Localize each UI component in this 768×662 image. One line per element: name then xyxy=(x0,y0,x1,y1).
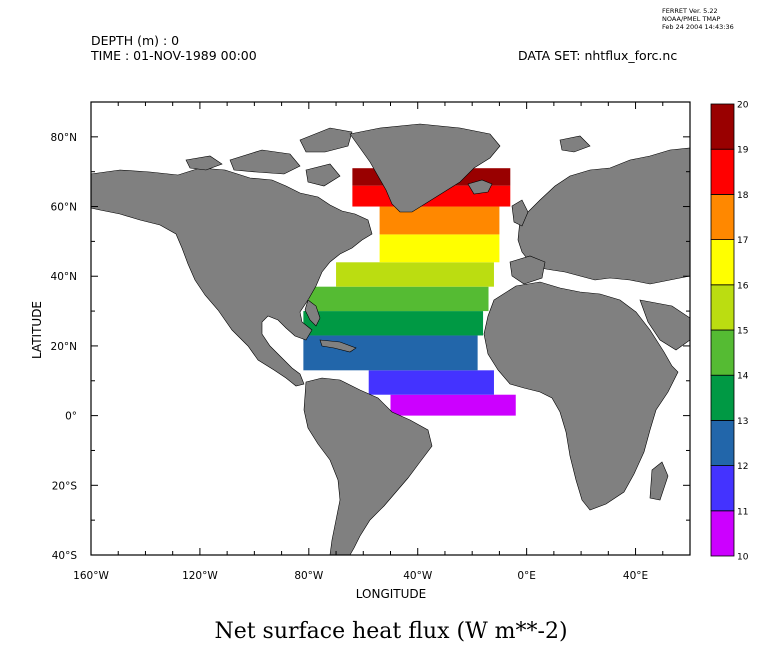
iberia-land xyxy=(509,255,546,285)
colorbar-swatch-4 xyxy=(710,329,735,376)
x-tick-label: 80°W xyxy=(294,570,324,582)
colorbar-swatch-9 xyxy=(710,103,735,150)
ferret-org: NOAA/PMEL TMAP xyxy=(662,15,720,23)
baffin-land xyxy=(305,163,341,187)
x-tick-label: 120°W xyxy=(182,570,218,582)
british-isles-land xyxy=(511,199,529,227)
colorbar-label: 20 xyxy=(737,101,749,111)
iceland-land xyxy=(467,179,493,195)
colorbar-label: 13 xyxy=(737,417,748,427)
colorbar-swatch-7 xyxy=(710,193,735,240)
dataset-label: DATA SET: nhtflux_forc.nc xyxy=(518,48,677,63)
colorbar-label: 16 xyxy=(737,281,749,291)
flux-band-7 xyxy=(379,206,500,235)
ferret-version: FERRET Ver. 5.22 xyxy=(662,7,718,15)
axis-ticks xyxy=(90,101,691,556)
x-tick-label: 40°W xyxy=(403,570,433,582)
y-tick-label: 40°N xyxy=(51,271,77,283)
south-america-land xyxy=(303,377,433,556)
victoria-land xyxy=(185,155,223,171)
depth-label: DEPTH (m) : 0 xyxy=(91,33,179,48)
x-tick-label: 160°W xyxy=(73,570,109,582)
colorbar-label: 15 xyxy=(737,327,748,337)
svalbard-land xyxy=(559,135,591,153)
y-axis-title: LATITUDE xyxy=(30,301,44,359)
ferret-date: Feb 24 2004 14:43:36 xyxy=(662,23,734,31)
y-tick-label: 40°S xyxy=(52,550,78,562)
y-tick-label: 20°N xyxy=(51,341,77,353)
colorbar-label: 18 xyxy=(737,191,749,201)
plot-title: Net surface heat flux (W m**-2) xyxy=(214,619,567,644)
x-tick-labels: 160°W 120°W 80°W 40°W 0°E 40°E xyxy=(73,570,648,582)
y-tick-label: 60°N xyxy=(51,202,77,214)
ellesmere-land xyxy=(299,127,353,153)
cuba-land xyxy=(319,339,357,353)
time-label: TIME : 01-NOV-1989 00:00 xyxy=(90,48,257,63)
colorbar-swatch-5 xyxy=(710,284,735,331)
x-tick-label: 40°E xyxy=(623,570,648,582)
colorbar-labels: 10 11 12 13 14 15 16 17 18 19 20 xyxy=(737,101,749,563)
florida-land xyxy=(304,299,321,327)
colorbar-swatch-3 xyxy=(710,374,735,421)
plot-frame xyxy=(90,101,691,556)
colorbar xyxy=(710,103,735,557)
arabia-land xyxy=(639,299,691,351)
flux-band-6 xyxy=(379,234,500,263)
colorbar-swatch-6 xyxy=(710,239,735,286)
y-tick-labels: 40°S 20°S 0° 20°N 40°N 60°N 80°N xyxy=(51,132,78,562)
colorbar-swatch-1 xyxy=(710,465,735,512)
colorbar-label: 14 xyxy=(737,372,749,382)
colorbar-label: 10 xyxy=(737,553,749,563)
africa-land xyxy=(483,281,679,511)
colorbar-label: 17 xyxy=(737,236,748,246)
flux-band-4 xyxy=(308,286,489,312)
land-masses xyxy=(90,123,691,556)
colorbar-label: 12 xyxy=(737,462,748,472)
colorbar-swatch-8 xyxy=(710,148,735,195)
colorbar-label: 11 xyxy=(737,507,748,517)
colorbar-label: 19 xyxy=(737,146,749,156)
arctic-islands-land xyxy=(229,149,301,175)
plot-area xyxy=(90,101,691,556)
colorbar-swatch-0 xyxy=(710,510,735,557)
flux-band-3 xyxy=(303,311,484,336)
north-america-land xyxy=(90,167,373,387)
x-axis-title: LONGITUDE xyxy=(356,587,426,601)
colorbar-swatch-2 xyxy=(710,419,735,466)
flux-band-5 xyxy=(336,262,494,287)
greenland-land xyxy=(349,123,501,213)
y-tick-label: 0° xyxy=(65,411,77,423)
y-tick-label: 20°S xyxy=(52,480,78,492)
flux-band-0 xyxy=(390,394,516,416)
madagascar-land xyxy=(649,461,669,501)
y-tick-label: 80°N xyxy=(51,132,77,144)
flux-band-1 xyxy=(368,370,494,395)
x-tick-label: 0°E xyxy=(517,570,536,582)
